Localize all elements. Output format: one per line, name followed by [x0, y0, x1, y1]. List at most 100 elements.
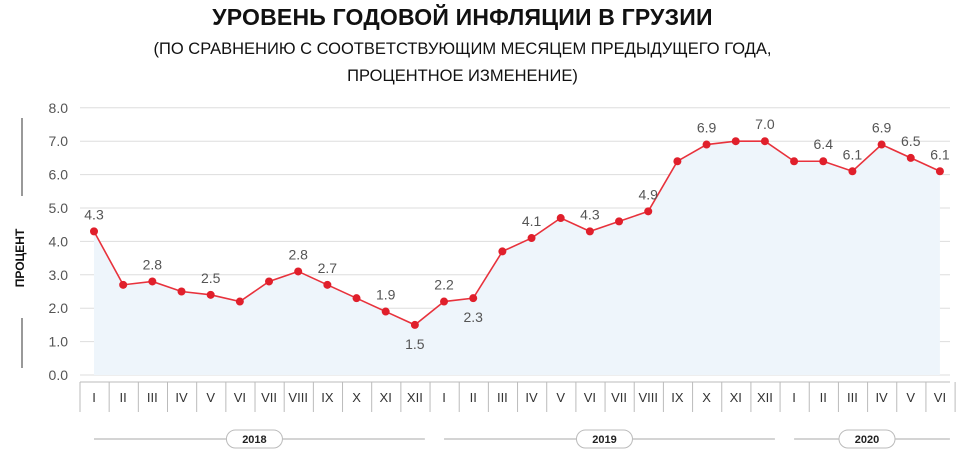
data-point: [440, 297, 449, 306]
data-point: [731, 137, 740, 146]
y-tick-label: 2.0: [49, 300, 69, 316]
year-pill: [575, 429, 633, 449]
data-point: [294, 267, 303, 276]
data-point: [673, 157, 682, 166]
y-tick-label: 5.0: [49, 200, 69, 216]
y-tick-label: 3.0: [49, 267, 69, 283]
y-tick-label: 0.0: [49, 367, 69, 383]
data-label: 2.8: [288, 246, 308, 262]
data-point: [819, 157, 828, 166]
year-labels: 2018 2019 2020: [94, 429, 950, 449]
x-tick-label: XI: [730, 390, 742, 405]
data-label: 6.9: [872, 120, 892, 136]
x-tick-label: XI: [380, 390, 392, 405]
y-axis-ticks: 0.0 1.0 2.0 3.0 4.0 5.0 6.0 7.0 8.0: [49, 100, 69, 383]
x-tick-label: V: [556, 390, 565, 405]
data-label: 4.3: [580, 206, 600, 222]
y-axis-title-group: ПРОЦЕНТ: [13, 118, 27, 368]
data-label: 6.4: [814, 136, 834, 152]
year-label: 2019: [592, 434, 616, 446]
data-point: [206, 290, 215, 299]
data-point: [702, 140, 711, 149]
year-label: 2018: [242, 434, 266, 446]
y-tick-label: 1.0: [49, 334, 69, 350]
x-tick-label: II: [120, 390, 127, 405]
year-pill: [838, 429, 896, 449]
data-label: 4.3: [84, 206, 104, 222]
series-line: [93, 140, 941, 326]
y-tick-label: 4.0: [49, 233, 69, 249]
data-point: [760, 137, 769, 146]
data-point: [177, 287, 186, 296]
area-fill: [94, 141, 940, 375]
data-point: [556, 214, 565, 223]
x-tick-label: X: [702, 390, 711, 405]
data-label: 2.8: [143, 256, 163, 272]
data-point: [585, 227, 594, 236]
x-tick-label: VI: [584, 390, 596, 405]
x-tick-label: IV: [875, 390, 888, 405]
data-point: [644, 207, 653, 216]
data-label: 6.9: [697, 120, 717, 136]
data-point: [90, 227, 98, 236]
x-tick-label: VII: [611, 390, 627, 405]
x-tick-label: VII: [261, 390, 277, 405]
x-tick-label: I: [442, 390, 446, 405]
year-pill: [225, 429, 283, 449]
data-point: [877, 140, 886, 149]
data-label: 2.2: [434, 277, 454, 293]
x-tick-label: VIII: [288, 390, 308, 405]
data-labels: 4.3 2.8 2.5 2.8 2.7 1.9 1.5 2.2 2.3 4.1 4.3 4.9 6.9 7…: [84, 116, 950, 352]
x-tick-label: III: [147, 390, 158, 405]
x-tick-label: XII: [407, 390, 423, 405]
data-label: 2.7: [318, 260, 338, 276]
data-point: [323, 280, 332, 289]
y-tick-label: 7.0: [49, 133, 69, 149]
x-tick-label: X: [352, 390, 361, 405]
x-tick-label: III: [497, 390, 508, 405]
chart-subtitle-line1: (ПО СРАВНЕНИЮ С СООТВЕТСТВУЮЩИМ МЕСЯЦЕМ …: [153, 40, 772, 58]
x-tick-label: III: [847, 390, 858, 405]
x-tick-label: VIII: [638, 390, 658, 405]
data-label: 1.9: [376, 287, 396, 303]
data-point: [265, 277, 274, 286]
x-tick-label: VI: [234, 390, 246, 405]
data-label: 6.1: [843, 146, 863, 162]
y-tick-label: 6.0: [49, 167, 69, 183]
x-tick-label: VI: [934, 390, 946, 405]
x-tick-label: IX: [321, 390, 334, 405]
data-point: [906, 153, 915, 162]
data-point: [498, 247, 507, 256]
data-point: [790, 157, 799, 166]
data-point: [469, 294, 478, 303]
data-point: [235, 297, 244, 306]
data-point: [148, 277, 157, 286]
data-point: [848, 167, 857, 176]
x-axis: I II III IV V VI VII VIII IX X XI XII I II III IV V VI VII…: [79, 381, 956, 412]
chart-title: УРОВЕНЬ ГОДОВОЙ ИНФЛЯЦИИ В ГРУЗИИ: [212, 4, 713, 30]
series-markers: [90, 137, 944, 329]
data-point: [527, 234, 536, 243]
data-label: 4.9: [638, 186, 658, 202]
data-label: 6.1: [930, 146, 950, 162]
data-point: [381, 307, 390, 316]
data-point: [352, 294, 361, 303]
data-label: 2.5: [201, 270, 221, 286]
data-label: 6.5: [901, 133, 921, 149]
data-label: 1.5: [405, 336, 425, 352]
y-axis-title: ПРОЦЕНТ: [13, 228, 27, 287]
data-label: 7.0: [755, 116, 775, 132]
data-label: 2.3: [463, 309, 483, 325]
data-label: 4.1: [522, 213, 542, 229]
x-tick-label: II: [820, 390, 827, 405]
chart-subtitle-line2: ПРОЦЕНТНОЕ ИЗМЕНЕНИЕ): [347, 67, 578, 85]
data-point: [615, 217, 624, 226]
x-tick-label: V: [206, 390, 215, 405]
x-tick-label: V: [906, 390, 915, 405]
area-path: [94, 141, 940, 375]
data-point: [410, 320, 419, 329]
year-label: 2020: [855, 434, 879, 446]
x-tick-label: I: [92, 390, 96, 405]
inflation-line: [93, 140, 941, 326]
